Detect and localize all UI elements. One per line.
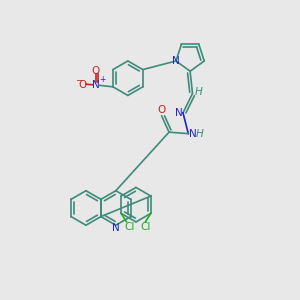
Text: H: H bbox=[195, 87, 203, 97]
Text: O: O bbox=[158, 106, 166, 116]
Text: N: N bbox=[189, 129, 197, 139]
Text: −: − bbox=[75, 75, 82, 84]
Text: N: N bbox=[112, 223, 120, 232]
Text: O: O bbox=[78, 80, 86, 90]
Text: N: N bbox=[172, 56, 180, 66]
Text: N: N bbox=[92, 80, 100, 90]
Text: Cl: Cl bbox=[124, 222, 134, 232]
Text: +: + bbox=[99, 75, 106, 84]
Text: Cl: Cl bbox=[140, 222, 151, 232]
Text: H: H bbox=[196, 129, 203, 139]
Text: N: N bbox=[175, 108, 182, 118]
Text: O: O bbox=[92, 66, 100, 76]
